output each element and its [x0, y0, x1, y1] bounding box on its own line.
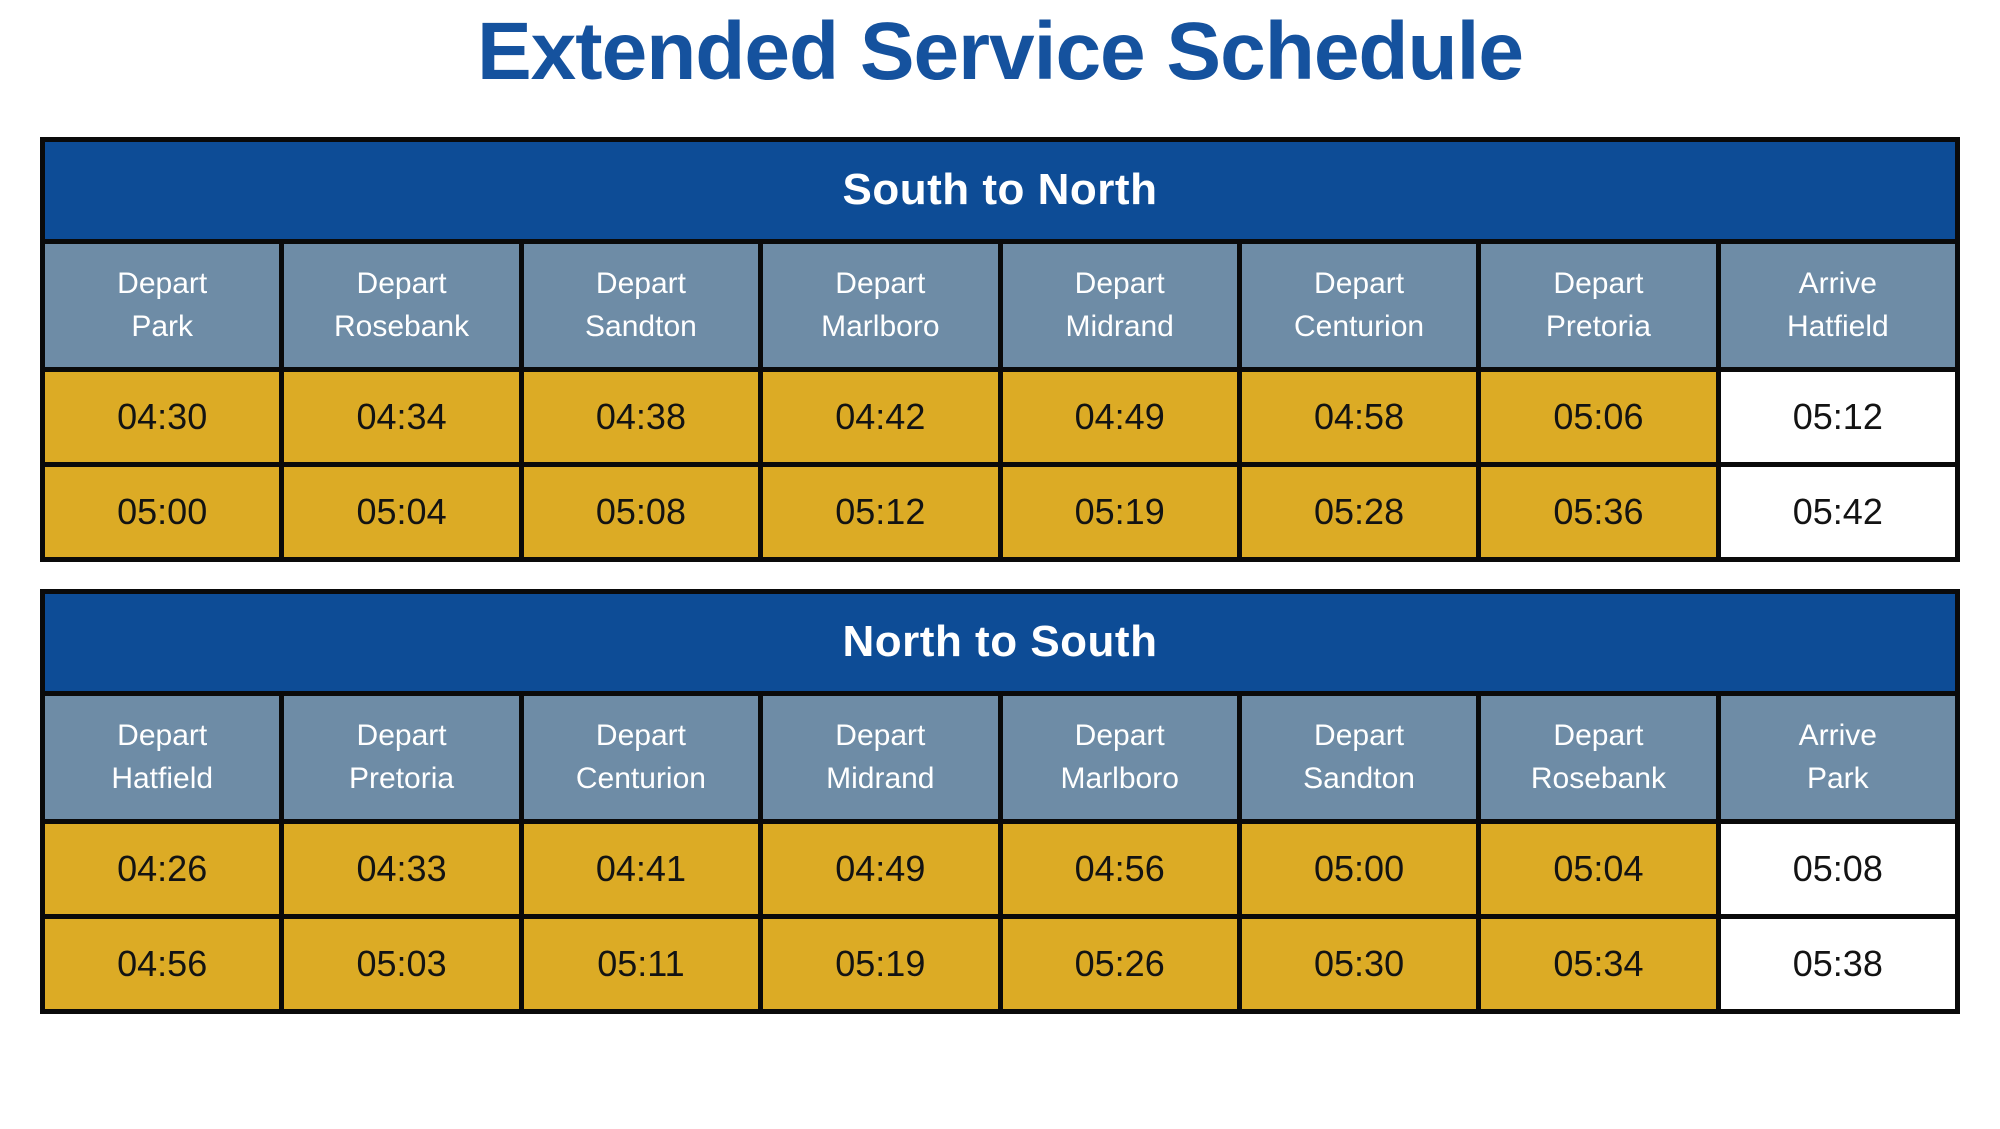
depart-time-cell: 04:26: [39, 818, 285, 919]
column-header-line: Hatfield: [1786, 310, 1889, 344]
column-header: Depart Centurion: [518, 690, 764, 824]
column-header: Arrive Hatfield: [1715, 238, 1961, 372]
column-header: Depart Sandton: [518, 238, 764, 372]
depart-time-cell: 04:34: [279, 366, 524, 467]
column-header: Depart Pretoria: [279, 690, 524, 824]
depart-time-cell: 05:19: [997, 461, 1242, 562]
column-header-line: Pretoria: [349, 762, 455, 796]
column-header-row: Depart Park Depart Rosebank Depart Sandton Dep…: [39, 238, 1961, 372]
column-header-line: Depart: [1314, 266, 1405, 300]
column-header-line: Park: [131, 310, 194, 344]
column-header: Depart Rosebank: [279, 238, 524, 372]
depart-time-cell: 04:38: [518, 366, 764, 467]
time-row: 04:30 04:34 04:38 04:42 04:49 04:58 05:06 05:12: [39, 366, 1961, 467]
depart-time-cell: 04:49: [997, 366, 1242, 467]
column-header: Depart Hatfield: [39, 690, 285, 824]
column-header-line: Rosebank: [1530, 762, 1666, 796]
schedule-table-north-to-south: North to South Depart Hatfield Depart Pretor…: [39, 588, 1961, 1014]
column-header-line: Depart: [595, 266, 686, 300]
column-header: Depart Park: [39, 238, 285, 372]
column-header-line: Depart: [356, 718, 447, 752]
arrive-time-cell: 05:38: [1715, 913, 1961, 1014]
depart-time-cell: 05:34: [1476, 913, 1721, 1014]
column-header-row: Depart Hatfield Depart Pretoria Depart Centur…: [39, 690, 1961, 824]
column-header-line: Depart: [117, 718, 208, 752]
depart-time-cell: 04:56: [39, 913, 285, 1014]
column-header-line: Sandton: [1303, 762, 1415, 796]
depart-time-cell: 05:00: [1236, 818, 1482, 919]
direction-banner: North to South: [40, 588, 1960, 696]
depart-time-cell: 05:03: [279, 913, 524, 1014]
south-to-north-section: South to North Depart Park Depart Rosebank De…: [0, 136, 2000, 562]
column-header-line: Depart: [1553, 266, 1644, 300]
column-header: Depart Marlboro: [997, 690, 1242, 824]
column-header-line: Midrand: [826, 762, 935, 796]
depart-time-cell: 05:04: [1476, 818, 1721, 919]
schedule-page: Extended Service Schedule South to North…: [0, 4, 2000, 1129]
column-header-line: Rosebank: [334, 310, 470, 344]
column-header-line: Park: [1806, 762, 1869, 796]
depart-time-cell: 04:42: [758, 366, 1003, 467]
column-header: Depart Centurion: [1236, 238, 1482, 372]
depart-time-cell: 05:04: [279, 461, 524, 562]
column-header-line: Depart: [1074, 266, 1165, 300]
column-header-line: Pretoria: [1545, 310, 1651, 344]
depart-time-cell: 05:19: [758, 913, 1003, 1014]
arrive-time-cell: 05:08: [1715, 818, 1961, 919]
depart-time-cell: 04:56: [997, 818, 1242, 919]
depart-time-cell: 04:58: [1236, 366, 1482, 467]
column-header-line: Depart: [595, 718, 686, 752]
arrive-time-cell: 05:42: [1715, 461, 1961, 562]
time-row: 04:26 04:33 04:41 04:49 04:56 05:00 05:04 05:08: [39, 818, 1961, 919]
column-header-line: Centurion: [575, 762, 706, 796]
column-header: Arrive Park: [1715, 690, 1961, 824]
column-header-line: Centurion: [1294, 310, 1425, 344]
column-header-line: Marlboro: [1060, 762, 1179, 796]
column-header-line: Depart: [356, 266, 447, 300]
depart-time-cell: 05:08: [518, 461, 764, 562]
depart-time-cell: 05:36: [1476, 461, 1721, 562]
page-title: Extended Service Schedule: [476, 6, 1524, 97]
column-header-line: Arrive: [1798, 718, 1877, 752]
north-to-south-section: North to South Depart Hatfield Depart Pretor…: [0, 588, 2000, 1014]
direction-banner-row: North to South: [40, 588, 1960, 696]
column-header: Depart Midrand: [758, 690, 1003, 824]
time-row: 05:00 05:04 05:08 05:12 05:19 05:28 05:36 05:42: [39, 461, 1961, 562]
column-header-line: Depart: [1553, 718, 1644, 752]
depart-time-cell: 04:30: [39, 366, 285, 467]
depart-time-cell: 05:12: [758, 461, 1003, 562]
time-row: 04:56 05:03 05:11 05:19 05:26 05:30 05:34 05:38: [39, 913, 1961, 1014]
column-header-line: Hatfield: [111, 762, 214, 796]
depart-time-cell: 05:28: [1236, 461, 1482, 562]
depart-time-cell: 05:26: [997, 913, 1242, 1014]
column-header-line: Depart: [1074, 718, 1165, 752]
column-header: Depart Midrand: [997, 238, 1242, 372]
column-header-line: Depart: [117, 266, 208, 300]
depart-time-cell: 04:49: [758, 818, 1003, 919]
column-header-line: Depart: [835, 266, 926, 300]
arrive-time-cell: 05:12: [1715, 366, 1961, 467]
column-header: Depart Marlboro: [758, 238, 1003, 372]
schedule-table-south-to-north: South to North Depart Park Depart Rosebank De…: [39, 136, 1961, 562]
depart-time-cell: 04:33: [279, 818, 524, 919]
column-header-line: Depart: [1314, 718, 1405, 752]
column-header-line: Midrand: [1065, 310, 1174, 344]
depart-time-cell: 05:00: [39, 461, 285, 562]
direction-banner: South to North: [40, 136, 1960, 244]
column-header: Depart Rosebank: [1476, 690, 1721, 824]
column-header: Depart Sandton: [1236, 690, 1482, 824]
column-header-line: Arrive: [1798, 266, 1877, 300]
depart-time-cell: 05:30: [1236, 913, 1482, 1014]
depart-time-cell: 04:41: [518, 818, 764, 919]
column-header-line: Marlboro: [821, 310, 940, 344]
depart-time-cell: 05:06: [1476, 366, 1721, 467]
direction-banner-row: South to North: [40, 136, 1960, 244]
column-header-line: Sandton: [585, 310, 697, 344]
column-header: Depart Pretoria: [1476, 238, 1721, 372]
column-header-line: Depart: [835, 718, 926, 752]
depart-time-cell: 05:11: [518, 913, 764, 1014]
